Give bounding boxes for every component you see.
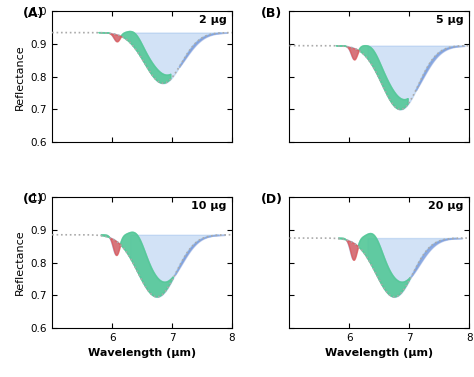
Y-axis label: Reflectance: Reflectance xyxy=(15,230,25,295)
Text: (C): (C) xyxy=(23,193,44,206)
Y-axis label: Reflectance: Reflectance xyxy=(15,44,25,110)
Text: 20 μg: 20 μg xyxy=(428,201,464,211)
Text: (B): (B) xyxy=(261,8,282,20)
X-axis label: Wavelength (μm): Wavelength (μm) xyxy=(88,348,196,359)
Text: 10 μg: 10 μg xyxy=(191,201,227,211)
Text: 2 μg: 2 μg xyxy=(199,15,227,25)
X-axis label: Wavelength (μm): Wavelength (μm) xyxy=(325,348,433,359)
Text: (D): (D) xyxy=(261,193,283,206)
Text: (A): (A) xyxy=(23,8,45,20)
Text: 5 μg: 5 μg xyxy=(436,15,464,25)
